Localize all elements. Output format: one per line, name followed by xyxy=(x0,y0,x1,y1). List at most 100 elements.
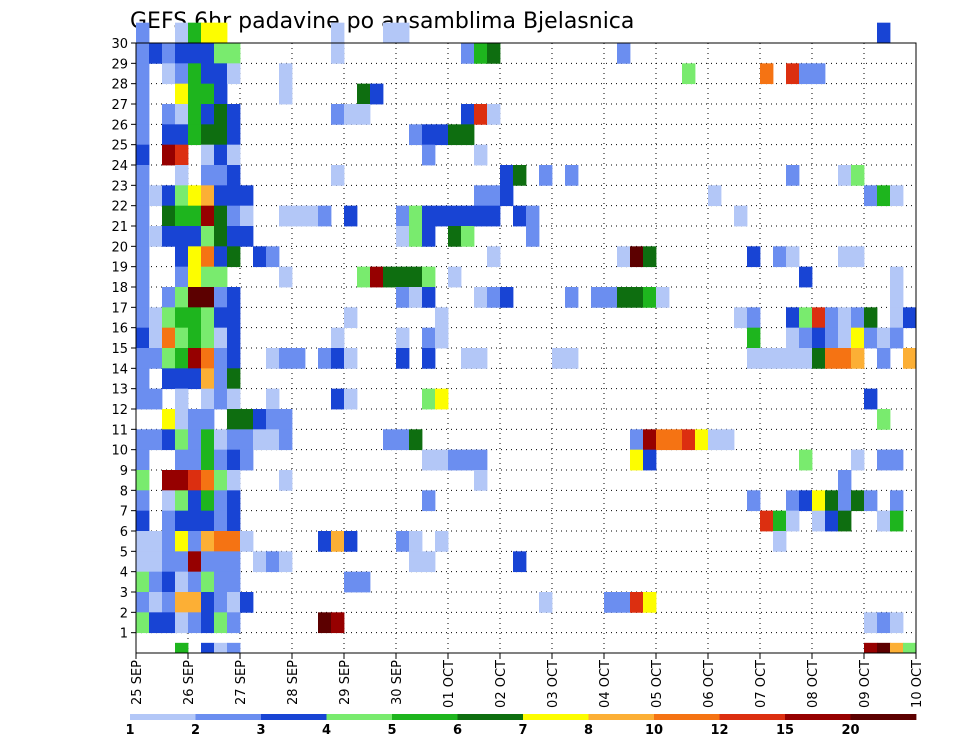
heatmap-cell xyxy=(474,205,488,227)
heatmap-cell xyxy=(201,429,215,451)
heatmap-cell xyxy=(227,571,241,593)
heatmap-cell xyxy=(188,205,202,227)
heatmap-cell xyxy=(773,348,787,369)
heatmap-cell xyxy=(188,185,202,207)
heatmap-cell xyxy=(188,531,202,552)
colorbar-label: 12 xyxy=(710,723,728,738)
heatmap-cell xyxy=(513,205,527,227)
heatmap-cell xyxy=(227,226,241,247)
heatmap-cell xyxy=(175,612,189,634)
heatmap-cell xyxy=(136,470,150,491)
heatmap-cell xyxy=(344,571,358,593)
heatmap-cell xyxy=(370,83,384,105)
heatmap-cell xyxy=(877,185,891,207)
heatmap-cell xyxy=(162,307,176,329)
heatmap-cell xyxy=(240,226,254,247)
heatmap-cell xyxy=(799,449,813,471)
colorbar-label: 3 xyxy=(256,723,265,738)
heatmap-cell xyxy=(214,612,228,634)
heatmap-cell xyxy=(266,429,280,451)
heatmap-cell xyxy=(825,307,839,329)
heatmap-cell xyxy=(422,449,436,471)
heatmap-cell xyxy=(786,246,800,268)
heatmap-cell xyxy=(708,429,722,451)
heatmap-cell xyxy=(474,287,488,308)
heatmap-cell xyxy=(162,144,176,166)
heatmap-cell xyxy=(448,124,462,146)
heatmap-cell xyxy=(877,642,891,654)
colorbar-label: 2 xyxy=(191,723,200,738)
heatmap-cell xyxy=(396,531,410,552)
heatmap-cell xyxy=(188,327,202,349)
heatmap-cell xyxy=(227,551,241,573)
heatmap-cell xyxy=(422,124,436,146)
heatmap-cell xyxy=(136,531,150,552)
heatmap-cell xyxy=(162,429,176,451)
heatmap-cell xyxy=(162,124,176,146)
heatmap-cell xyxy=(838,307,852,329)
heatmap-cell xyxy=(188,510,202,532)
heatmap-cell xyxy=(201,266,215,288)
heatmap-cell xyxy=(890,327,904,349)
heatmap-cell xyxy=(773,246,787,268)
colorbar-swatch xyxy=(850,714,917,720)
colorbar-swatch xyxy=(130,714,196,720)
x-tick-label: 27 SEP xyxy=(234,660,249,705)
heatmap-cell xyxy=(617,287,631,308)
heatmap-cell xyxy=(331,531,345,552)
heatmap-cell xyxy=(422,266,436,288)
heatmap-cell xyxy=(201,612,215,634)
heatmap-cell xyxy=(162,205,176,227)
heatmap-cell xyxy=(890,490,904,512)
heatmap-cell xyxy=(786,510,800,532)
heatmap-cell xyxy=(227,165,241,186)
heatmap-cell xyxy=(227,63,241,85)
heatmap-cell xyxy=(149,226,163,247)
heatmap-cell xyxy=(188,246,202,268)
heatmap-cell xyxy=(162,63,176,85)
heatmap-cell xyxy=(812,490,826,512)
heatmap-cell xyxy=(812,510,826,532)
heatmap-cell xyxy=(214,490,228,512)
heatmap-cell xyxy=(188,571,202,593)
heatmap-cell xyxy=(357,83,371,105)
heatmap-cell xyxy=(175,226,189,247)
heatmap-cell xyxy=(175,104,189,125)
heatmap-cell xyxy=(461,124,475,146)
heatmap-cell xyxy=(656,287,670,308)
heatmap-cell xyxy=(487,246,501,268)
heatmap-cell xyxy=(279,63,293,85)
heatmap-cell xyxy=(890,612,904,634)
heatmap-cell xyxy=(136,429,150,451)
heatmap-cell xyxy=(188,449,202,471)
heatmap-cell xyxy=(149,429,163,451)
heatmap-cell xyxy=(331,22,345,44)
heatmap-cell xyxy=(188,470,202,491)
heatmap-cell xyxy=(396,22,410,44)
colorbar-label: 6 xyxy=(453,723,462,738)
heatmap-cell xyxy=(266,409,280,430)
colorbar-swatch xyxy=(654,714,720,720)
heatmap-cell xyxy=(136,287,150,308)
heatmap-cell xyxy=(201,104,215,125)
heatmap-cell xyxy=(175,205,189,227)
heatmap-cell xyxy=(396,205,410,227)
heatmap-cell xyxy=(682,63,696,85)
y-tick-label: 25 xyxy=(111,139,128,154)
heatmap-cell xyxy=(422,348,436,369)
y-tick-label: 23 xyxy=(111,179,128,194)
heatmap-cell xyxy=(422,327,436,349)
heatmap-cell xyxy=(890,185,904,207)
heatmap-cell xyxy=(136,144,150,166)
heatmap-cell xyxy=(825,327,839,349)
heatmap-cell xyxy=(188,409,202,430)
colorbar-swatch xyxy=(785,714,851,720)
heatmap-cell xyxy=(292,205,306,227)
heatmap-cell xyxy=(162,409,176,430)
heatmap-cell xyxy=(409,531,423,552)
heatmap-cell xyxy=(175,165,189,186)
heatmap-cell xyxy=(890,642,904,654)
heatmap-cell xyxy=(864,612,878,634)
colorbar-swatch xyxy=(523,714,589,720)
heatmap-cell xyxy=(396,226,410,247)
